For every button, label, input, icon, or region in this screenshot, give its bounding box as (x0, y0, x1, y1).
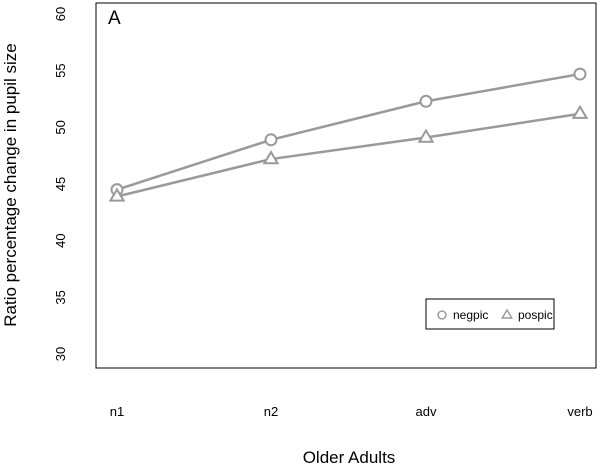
y-tick-label: 40 (53, 233, 68, 247)
series-line-negpic (116, 72, 581, 191)
data-point-negpic (419, 94, 433, 108)
data-point-pospic (108, 187, 126, 202)
y-tick-label: 45 (53, 177, 68, 191)
y-axis-ticks: 30 35 40 45 50 55 60 (53, 7, 68, 361)
legend-marker-pospic (500, 308, 514, 319)
data-point-negpic (264, 133, 278, 147)
x-axis-title: Older Adults (303, 448, 396, 467)
y-axis-title-group: Ratio percentage change in pupil size (1, 43, 20, 327)
y-tick-label: 50 (53, 120, 68, 134)
x-axis-ticks: n1 n2 adv verb (110, 404, 593, 419)
y-tick-label: 30 (53, 347, 68, 361)
x-tick-label: n2 (264, 404, 278, 419)
y-tick-label: 35 (53, 290, 68, 304)
series-line-pospic (116, 112, 581, 198)
y-tick-label: 55 (53, 63, 68, 77)
y-tick-label: 60 (53, 7, 68, 21)
legend-label-negpic: negpic (453, 308, 488, 322)
x-tick-label: verb (567, 404, 592, 419)
y-axis-title: Ratio percentage change in pupil size (1, 43, 20, 327)
series-pospic (108, 104, 589, 202)
series-negpic (110, 67, 587, 197)
legend-label-pospic: pospic (518, 308, 553, 322)
data-point-pospic (571, 104, 589, 119)
x-tick-label: n1 (110, 404, 124, 419)
legend: negpic pospic (425, 298, 555, 330)
legend-box (425, 298, 555, 330)
data-point-negpic (573, 67, 587, 81)
plot-frame (95, 2, 597, 369)
data-point-pospic (417, 128, 435, 143)
series-layer (108, 67, 589, 202)
data-point-pospic (262, 150, 280, 165)
panel-label: A (108, 8, 121, 29)
legend-marker-negpic (437, 310, 447, 320)
x-tick-label: adv (416, 404, 437, 419)
